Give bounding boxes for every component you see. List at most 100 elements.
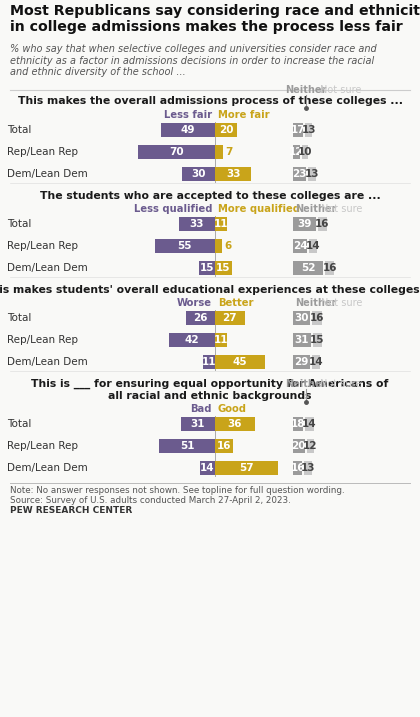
Text: Rep/Lean Rep: Rep/Lean Rep xyxy=(7,147,78,157)
Bar xyxy=(161,123,215,137)
Text: 36: 36 xyxy=(228,419,242,429)
Text: 14: 14 xyxy=(306,241,320,251)
Text: Most Republicans say considering race and ethnicity
in college admissions makes : Most Republicans say considering race an… xyxy=(10,4,420,34)
Text: Dem/Lean Dem: Dem/Lean Dem xyxy=(7,169,88,179)
Bar xyxy=(305,123,312,137)
Text: Total: Total xyxy=(7,313,32,323)
Text: Not sure: Not sure xyxy=(321,204,362,214)
Text: 16: 16 xyxy=(315,219,330,229)
Text: Not sure: Not sure xyxy=(320,379,361,389)
Bar xyxy=(313,333,322,347)
Text: 45: 45 xyxy=(232,357,247,367)
Bar xyxy=(215,123,237,137)
Bar xyxy=(215,439,233,453)
Text: Rep/Lean Rep: Rep/Lean Rep xyxy=(7,241,78,251)
Text: This is ___ for ensuring equal opportunity for Americans of
all racial and ethni: This is ___ for ensuring equal opportuni… xyxy=(32,379,389,401)
Bar xyxy=(312,355,320,369)
Bar xyxy=(293,439,304,453)
Text: More fair: More fair xyxy=(218,110,270,120)
Bar xyxy=(215,333,227,347)
Text: 6: 6 xyxy=(225,241,232,251)
Text: 14: 14 xyxy=(200,463,215,473)
Text: Not sure: Not sure xyxy=(321,298,362,308)
Bar xyxy=(293,461,302,475)
Text: 13: 13 xyxy=(301,463,315,473)
Text: 11: 11 xyxy=(214,335,228,345)
Text: Rep/Lean Rep: Rep/Lean Rep xyxy=(7,441,78,451)
Bar xyxy=(318,217,327,231)
Text: 39: 39 xyxy=(297,219,312,229)
Text: 10: 10 xyxy=(298,147,312,157)
Text: 15: 15 xyxy=(310,335,325,345)
Bar xyxy=(215,311,245,325)
Text: Total: Total xyxy=(7,219,32,229)
Text: Dem/Lean Dem: Dem/Lean Dem xyxy=(7,263,88,273)
Text: 13: 13 xyxy=(305,169,319,179)
Bar xyxy=(293,167,306,181)
Text: 55: 55 xyxy=(178,241,192,251)
Text: 16: 16 xyxy=(290,463,305,473)
Text: Not sure: Not sure xyxy=(320,85,361,95)
Bar xyxy=(293,417,303,431)
Bar xyxy=(293,145,300,159)
Text: Less qualified: Less qualified xyxy=(134,204,212,214)
Text: 42: 42 xyxy=(184,335,199,345)
Bar xyxy=(309,239,317,253)
Text: PEW RESEARCH CENTER: PEW RESEARCH CENTER xyxy=(10,506,132,515)
Text: This makes the overall admissions process of these colleges ...: This makes the overall admissions proces… xyxy=(18,96,402,106)
Bar xyxy=(293,261,323,275)
Text: 11: 11 xyxy=(214,219,228,229)
Text: 11: 11 xyxy=(202,357,216,367)
Text: Less fair: Less fair xyxy=(164,110,212,120)
Text: 27: 27 xyxy=(223,313,237,323)
Bar xyxy=(215,461,278,475)
Text: 12: 12 xyxy=(303,441,318,451)
Bar xyxy=(155,239,215,253)
Text: Worse: Worse xyxy=(177,298,212,308)
Bar xyxy=(215,167,251,181)
Bar xyxy=(169,333,215,347)
Text: Bad: Bad xyxy=(191,404,212,414)
Text: 12: 12 xyxy=(289,147,304,157)
Text: Rep/Lean Rep: Rep/Lean Rep xyxy=(7,335,78,345)
Text: 15: 15 xyxy=(200,263,214,273)
Bar xyxy=(200,461,215,475)
Text: 14: 14 xyxy=(309,357,323,367)
Bar xyxy=(203,355,215,369)
Bar xyxy=(312,311,322,325)
Text: 57: 57 xyxy=(239,463,254,473)
Text: This makes students' overall educational experiences at these colleges ...: This makes students' overall educational… xyxy=(0,285,420,295)
Text: 49: 49 xyxy=(181,125,195,135)
Text: 52: 52 xyxy=(301,263,315,273)
Text: 16: 16 xyxy=(323,263,337,273)
Text: % who say that when selective colleges and universities consider race and
ethnic: % who say that when selective colleges a… xyxy=(10,44,377,77)
Text: 29: 29 xyxy=(294,357,309,367)
Text: 33: 33 xyxy=(226,169,240,179)
Text: 23: 23 xyxy=(292,169,307,179)
Bar xyxy=(182,167,215,181)
Bar xyxy=(199,261,215,275)
Text: 30: 30 xyxy=(191,169,206,179)
Text: The students who are accepted to these colleges are ...: The students who are accepted to these c… xyxy=(39,191,381,201)
Bar xyxy=(293,355,310,369)
Text: 31: 31 xyxy=(295,335,309,345)
Bar xyxy=(325,261,334,275)
Text: Dem/Lean Dem: Dem/Lean Dem xyxy=(7,357,88,367)
Text: More qualified: More qualified xyxy=(218,204,300,214)
Text: Neither: Neither xyxy=(285,85,327,95)
Text: 18: 18 xyxy=(291,419,305,429)
Bar xyxy=(293,311,310,325)
Bar xyxy=(215,261,231,275)
Text: 70: 70 xyxy=(169,147,184,157)
Text: Neither: Neither xyxy=(295,298,336,308)
Text: 15: 15 xyxy=(216,263,231,273)
Bar xyxy=(293,217,315,231)
Text: 20: 20 xyxy=(219,125,233,135)
Text: 13: 13 xyxy=(302,125,316,135)
Text: Note: No answer responses not shown. See topline for full question wording.: Note: No answer responses not shown. See… xyxy=(10,486,345,495)
Text: Total: Total xyxy=(7,419,32,429)
Text: Source: Survey of U.S. adults conducted March 27-April 2, 2023.: Source: Survey of U.S. adults conducted … xyxy=(10,496,291,505)
Text: Total: Total xyxy=(7,125,32,135)
Bar xyxy=(304,461,312,475)
Bar xyxy=(293,333,311,347)
